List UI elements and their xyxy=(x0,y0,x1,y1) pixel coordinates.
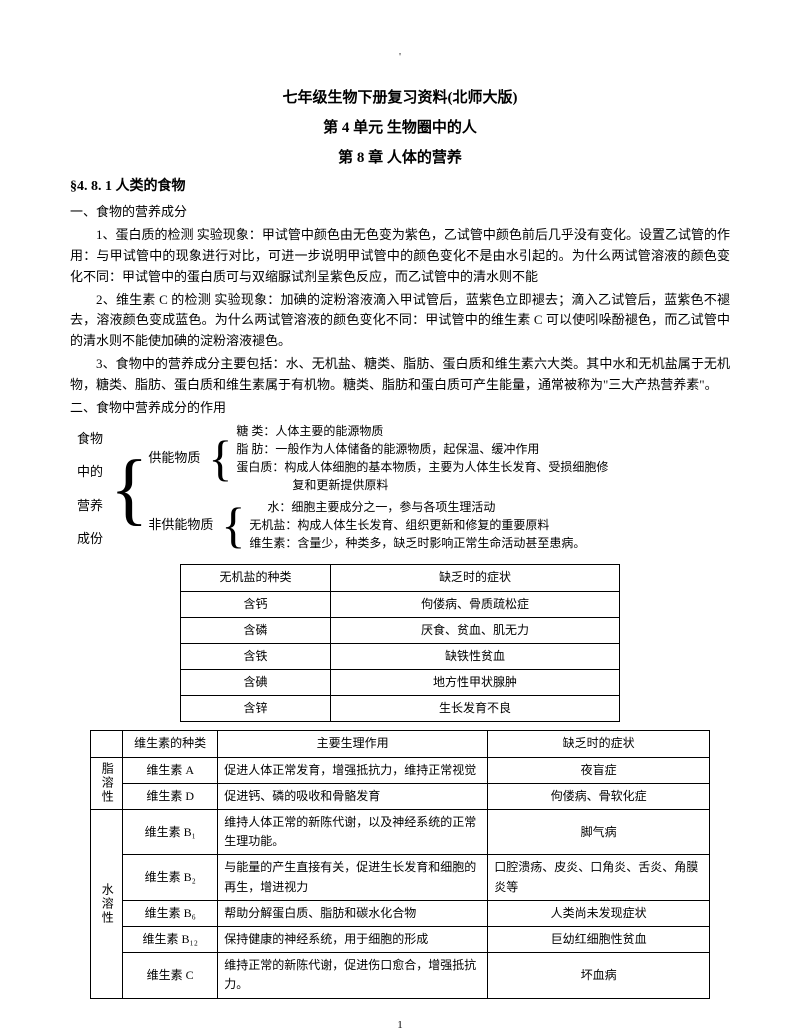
table-row: 维生素 C 维持正常的新陈代谢，促进伤口愈合，增强抵抗力。 坏血病 xyxy=(91,953,710,998)
vitamin-cell: 维生素 B₁₂ xyxy=(123,926,218,952)
vitamin-cell: 佝偻病、骨软化症 xyxy=(488,783,710,809)
brace-large: { xyxy=(110,457,148,521)
mineral-cell: 含铁 xyxy=(181,643,331,669)
mineral-cell: 地方性甲状腺肿 xyxy=(331,670,620,696)
vitamin-cell: 促进人体正常发育，增强抵抗力，维持正常视觉 xyxy=(218,757,488,783)
vitamin-group-fat: 脂溶性 xyxy=(91,757,123,809)
table-row: 维生素 D 促进钙、磷的吸收和骨骼发育 佝偻病、骨软化症 xyxy=(91,783,710,809)
main-title: 七年级生物下册复习资料(北师大版) xyxy=(70,86,730,110)
table-row: 含磷 厌食、贫血、肌无力 xyxy=(181,617,620,643)
vitamin-cell: 维生素 D xyxy=(123,783,218,809)
energy-item-1: 糖 类：人体主要的能源物质 xyxy=(236,422,608,440)
nutrition-bracket-diagram: 食物 中的 营养 成份 { 供能物质 { 糖 类：人体主要的能源物质 脂 肪：一… xyxy=(70,422,730,556)
table-row: 水溶性 维生素 B₁ 维持人体正常的新陈代谢，以及神经系统的正常生理功能。 脚气… xyxy=(91,810,710,855)
paragraph-3: 3、食物中的营养成分主要包括：水、无机盐、糖类、脂肪、蛋白质和维生素六大类。其中… xyxy=(70,354,730,396)
mineral-header-symptom: 缺乏时的症状 xyxy=(331,565,620,591)
mineral-cell: 生长发育不良 xyxy=(331,696,620,722)
mineral-header-type: 无机盐的种类 xyxy=(181,565,331,591)
vitamin-cell: 脚气病 xyxy=(488,810,710,855)
energy-item-2: 脂 肪：一般作为人体储备的能源物质，起保温、缓冲作用 xyxy=(236,440,608,458)
sub-header-2: 二、食物中营养成分的作用 xyxy=(70,398,730,419)
vitamin-group-water: 水溶性 xyxy=(91,810,123,999)
vitamin-cell: 维生素 B₂ xyxy=(123,855,218,900)
root-label-4: 成份 xyxy=(77,529,103,550)
vitamin-cell: 人类尚未发现症状 xyxy=(488,900,710,926)
top-mark: ' xyxy=(70,50,730,66)
vitamin-cell: 夜盲症 xyxy=(488,757,710,783)
brace-medium-2: { xyxy=(221,510,245,540)
mineral-cell: 含磷 xyxy=(181,617,331,643)
paragraph-1: 1、蛋白质的检测 实验现象：甲试管中颜色由无色变为紫色，乙试管中颜色前后几乎没有… xyxy=(70,225,730,287)
sub-header-1: 一、食物的营养成分 xyxy=(70,202,730,223)
vitamin-table: 维生素的种类 主要生理作用 缺乏时的症状 脂溶性 维生素 A 促进人体正常发育，… xyxy=(90,730,710,998)
vitamin-cell: 维生素 B₁ xyxy=(123,810,218,855)
section-481-header: §4. 8. 1 人类的食物 xyxy=(70,176,730,198)
vitamin-header-function: 主要生理作用 xyxy=(218,731,488,757)
table-row: 维生素 B₁₂ 保持健康的神经系统，用于细胞的形成 巨幼红细胞性贫血 xyxy=(91,926,710,952)
root-label-3: 营养 xyxy=(77,496,103,517)
energy-item-3b: 复和更新提供原料 xyxy=(236,476,608,494)
vitamin-cell: 保持健康的神经系统，用于细胞的形成 xyxy=(218,926,488,952)
vitamin-cell: 促进钙、磷的吸收和骨骼发育 xyxy=(218,783,488,809)
vitamin-header-symptom: 缺乏时的症状 xyxy=(488,731,710,757)
vitamin-header-blank xyxy=(91,731,123,757)
root-label-1: 食物 xyxy=(77,429,103,450)
table-row: 脂溶性 维生素 A 促进人体正常发育，增强抵抗力，维持正常视觉 夜盲症 xyxy=(91,757,710,783)
nonenergy-label: 非供能物质 xyxy=(148,515,213,536)
nonenergy-item-3: 维生素：含量少，种类多，缺乏时影响正常生命活动甚至患病。 xyxy=(249,534,585,552)
energy-item-3: 蛋白质：构成人体细胞的基本物质，主要为人体生长发育、受损细胞修 xyxy=(236,458,608,476)
paragraph-2: 2、维生素 C 的检测 实验现象：加碘的淀粉溶液滴入甲试管后，蓝紫色立即褪去；滴… xyxy=(70,290,730,352)
nonenergy-item-1: 水：细胞主要成分之一，参与各项生理活动 xyxy=(249,498,585,516)
mineral-cell: 厌食、贫血、肌无力 xyxy=(331,617,620,643)
table-row: 维生素 B₂ 与能量的产生直接有关，促进生长发育和细胞的再生，增进视力 口腔溃疡… xyxy=(91,855,710,900)
nonenergy-item-2: 无机盐：构成人体生长发育、组织更新和修复的重要原料 xyxy=(249,516,585,534)
root-label-col: 食物 中的 营养 成份 xyxy=(70,422,110,556)
table-row: 含钙 佝偻病、骨质疏松症 xyxy=(181,591,620,617)
unit-title: 第 4 单元 生物圈中的人 xyxy=(70,116,730,140)
vitamin-cell: 口腔溃疡、皮炎、口角炎、舌炎、角膜炎等 xyxy=(488,855,710,900)
mineral-cell: 佝偻病、骨质疏松症 xyxy=(331,591,620,617)
vitamin-header-type: 维生素的种类 xyxy=(123,731,218,757)
vitamin-cell: 维持正常的新陈代谢，促进伤口愈合，增强抵抗力。 xyxy=(218,953,488,998)
table-row: 维生素的种类 主要生理作用 缺乏时的症状 xyxy=(91,731,710,757)
vitamin-cell: 帮助分解蛋白质、脂肪和碳水化合物 xyxy=(218,900,488,926)
mineral-cell: 含钙 xyxy=(181,591,331,617)
vitamin-cell: 维生素 B₆ xyxy=(123,900,218,926)
vitamin-cell: 巨幼红细胞性贫血 xyxy=(488,926,710,952)
table-row: 无机盐的种类 缺乏时的症状 xyxy=(181,565,620,591)
chapter-title: 第 8 章 人体的营养 xyxy=(70,146,730,170)
vitamin-cell: 与能量的产生直接有关，促进生长发育和细胞的再生，增进视力 xyxy=(218,855,488,900)
vitamin-cell: 维生素 A xyxy=(123,757,218,783)
mineral-cell: 缺铁性贫血 xyxy=(331,643,620,669)
brace-medium-1: { xyxy=(208,443,232,473)
mineral-table: 无机盐的种类 缺乏时的症状 含钙 佝偻病、骨质疏松症 含磷 厌食、贫血、肌无力 … xyxy=(180,564,620,722)
vitamin-cell: 坏血病 xyxy=(488,953,710,998)
energy-label: 供能物质 xyxy=(148,448,200,469)
vitamin-cell: 维持人体正常的新陈代谢，以及神经系统的正常生理功能。 xyxy=(218,810,488,855)
root-label-2: 中的 xyxy=(77,462,103,483)
vitamin-cell: 维生素 C xyxy=(123,953,218,998)
page-number: 1 xyxy=(70,1017,730,1035)
mineral-cell: 含锌 xyxy=(181,696,331,722)
table-row: 含铁 缺铁性贫血 xyxy=(181,643,620,669)
table-row: 含锌 生长发育不良 xyxy=(181,696,620,722)
mineral-cell: 含碘 xyxy=(181,670,331,696)
table-row: 维生素 B₆ 帮助分解蛋白质、脂肪和碳水化合物 人类尚未发现症状 xyxy=(91,900,710,926)
table-row: 含碘 地方性甲状腺肿 xyxy=(181,670,620,696)
